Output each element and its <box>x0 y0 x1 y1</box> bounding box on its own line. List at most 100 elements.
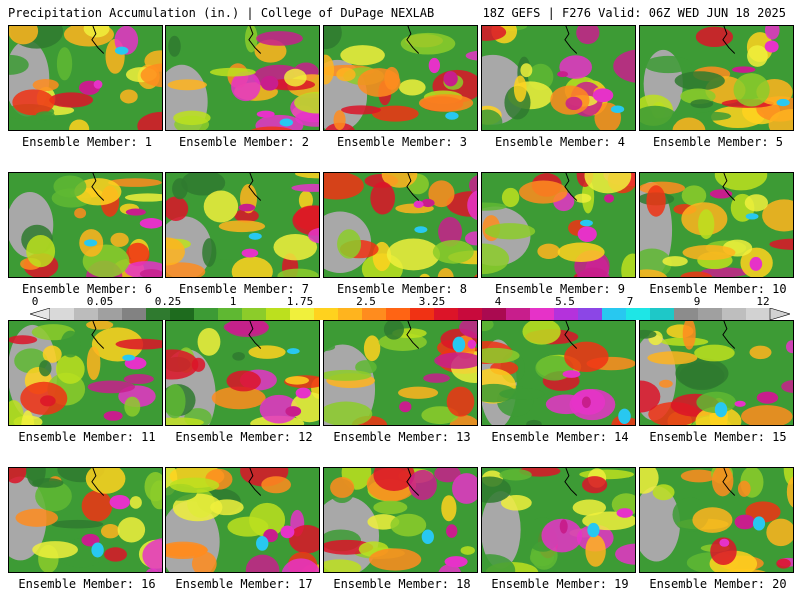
precip-field <box>482 468 635 572</box>
precip-field <box>166 321 319 425</box>
member-label: Ensemble Member: 4 <box>494 135 626 149</box>
color-bar-segment <box>314 308 339 320</box>
member-label: Ensemble Member: 2 <box>178 135 310 149</box>
color-bar-segment <box>242 308 267 320</box>
precip-field <box>324 26 477 130</box>
color-bar-segment <box>290 308 315 320</box>
member-map-11 <box>8 320 163 426</box>
precip-field <box>640 468 793 572</box>
precip-field <box>482 173 635 277</box>
color-bar-segment <box>722 308 747 320</box>
member-map-16 <box>8 467 163 573</box>
color-bar-tick-label: 7 <box>626 295 634 308</box>
precip-field <box>9 468 162 572</box>
color-bar-segment <box>434 308 459 320</box>
member-map-15 <box>639 320 794 426</box>
precip-field <box>324 321 477 425</box>
color-bar-tick-label: 0.05 <box>86 295 114 308</box>
color-bar-segment <box>530 308 555 320</box>
page-title: Precipitation Accumulation (in.) | Colle… <box>8 6 435 20</box>
color-bar-segment <box>338 308 363 320</box>
member-label: Ensemble Member: 1 <box>21 135 153 149</box>
precip-field <box>482 26 635 130</box>
color-bar-tick-label: 3.25 <box>418 295 446 308</box>
precip-field <box>166 468 319 572</box>
color-bar-tick-label: 5.5 <box>555 295 575 308</box>
color-bar-segment <box>650 308 675 320</box>
member-label: Ensemble Member: 12 <box>175 430 313 444</box>
precip-field <box>9 321 162 425</box>
color-bar-segment <box>74 308 99 320</box>
member-label: Ensemble Member: 6 <box>21 282 153 296</box>
precip-field <box>324 173 477 277</box>
member-label: Ensemble Member: 14 <box>491 430 629 444</box>
member-map-13 <box>323 320 478 426</box>
member-map-2 <box>165 25 320 131</box>
member-label: Ensemble Member: 15 <box>649 430 787 444</box>
member-map-4 <box>481 25 636 131</box>
member-label: Ensemble Member: 20 <box>649 577 787 591</box>
member-label: Ensemble Member: 10 <box>649 282 787 296</box>
member-label: Ensemble Member: 7 <box>178 282 310 296</box>
color-bar-arrow-left <box>30 308 51 320</box>
color-bar-segment <box>578 308 603 320</box>
color-bar-segment <box>602 308 627 320</box>
color-bar-segment <box>50 308 75 320</box>
color-bar-tick-label: 1 <box>229 295 237 308</box>
member-map-5 <box>639 25 794 131</box>
member-map-20 <box>639 467 794 573</box>
member-label: Ensemble Member: 9 <box>494 282 626 296</box>
color-bar-segment <box>146 308 171 320</box>
precip-field <box>166 173 319 277</box>
color-bar-segment <box>218 308 243 320</box>
color-bar-segment <box>410 308 435 320</box>
member-map-6 <box>8 172 163 278</box>
member-label: Ensemble Member: 5 <box>652 135 784 149</box>
color-bar-segment <box>122 308 147 320</box>
color-bar-segment <box>194 308 219 320</box>
member-map-1 <box>8 25 163 131</box>
color-bar-segment <box>554 308 579 320</box>
member-map-10 <box>639 172 794 278</box>
color-bar-arrow-right <box>769 308 790 320</box>
color-bar <box>30 308 790 320</box>
member-label: Ensemble Member: 3 <box>336 135 468 149</box>
member-label: Ensemble Member: 18 <box>333 577 471 591</box>
member-map-8 <box>323 172 478 278</box>
run-info: 18Z GEFS | F276 Valid: 06Z WED JUN 18 20… <box>482 6 786 20</box>
color-bar-segment <box>386 308 411 320</box>
member-map-9 <box>481 172 636 278</box>
color-bar-segment <box>458 308 483 320</box>
member-label: Ensemble Member: 19 <box>491 577 629 591</box>
color-bar-tick-label: 4 <box>494 295 502 308</box>
member-label: Ensemble Member: 13 <box>333 430 471 444</box>
member-map-19 <box>481 467 636 573</box>
member-label: Ensemble Member: 11 <box>18 430 156 444</box>
member-map-17 <box>165 467 320 573</box>
precip-field <box>324 468 477 572</box>
color-bar-segment <box>626 308 651 320</box>
color-bar-segment <box>674 308 699 320</box>
precip-field <box>640 26 793 130</box>
color-bar-tick-label: 0 <box>31 295 39 308</box>
color-bar-segment <box>170 308 195 320</box>
member-map-3 <box>323 25 478 131</box>
member-label: Ensemble Member: 17 <box>175 577 313 591</box>
precip-field <box>640 321 793 425</box>
color-bar-tick-label: 12 <box>756 295 770 308</box>
color-bar-segment <box>482 308 507 320</box>
color-bar-tick-label: 0.25 <box>154 295 182 308</box>
color-bar-segment <box>266 308 291 320</box>
precip-field <box>9 26 162 130</box>
precip-field <box>166 26 319 130</box>
precip-field <box>640 173 793 277</box>
color-bar-tick-label: 1.75 <box>286 295 314 308</box>
color-bar-segment <box>362 308 387 320</box>
member-label: Ensemble Member: 16 <box>18 577 156 591</box>
member-map-14 <box>481 320 636 426</box>
member-map-7 <box>165 172 320 278</box>
color-bar-tick-label: 2.5 <box>356 295 376 308</box>
member-map-12 <box>165 320 320 426</box>
color-bar-segment <box>698 308 723 320</box>
color-bar-segment <box>506 308 531 320</box>
